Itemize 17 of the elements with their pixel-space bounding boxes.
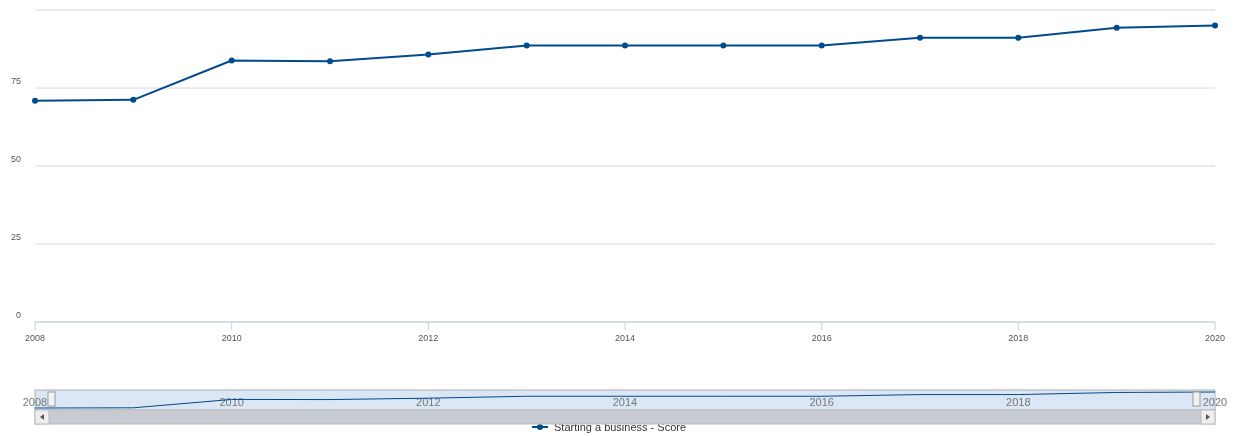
x-tick-label: 2016 xyxy=(809,396,834,408)
x-tick-label: 2020 xyxy=(1204,333,1226,343)
y-tick-label: 25 xyxy=(10,232,21,242)
x-tick-label: 2018 xyxy=(1008,333,1029,343)
x-tick-label: 2016 xyxy=(811,333,832,343)
x-tick-label: 2012 xyxy=(416,396,441,408)
x-tick-label: 2010 xyxy=(221,333,242,343)
y-tick-label: 75 xyxy=(10,76,21,86)
x-tick-label: 2008 xyxy=(22,396,48,408)
y-tick-label: 0 xyxy=(15,310,21,320)
x-tick-label: 2008 xyxy=(24,333,46,343)
x-tick-label: 2014 xyxy=(612,396,638,408)
y-tick-label: 50 xyxy=(10,154,21,164)
x-tick-label: 2018 xyxy=(1006,396,1031,408)
x-tick-label: 2020 xyxy=(1202,396,1228,408)
x-tick-label: 2014 xyxy=(614,333,636,343)
x-tick-label: 2012 xyxy=(418,333,439,343)
